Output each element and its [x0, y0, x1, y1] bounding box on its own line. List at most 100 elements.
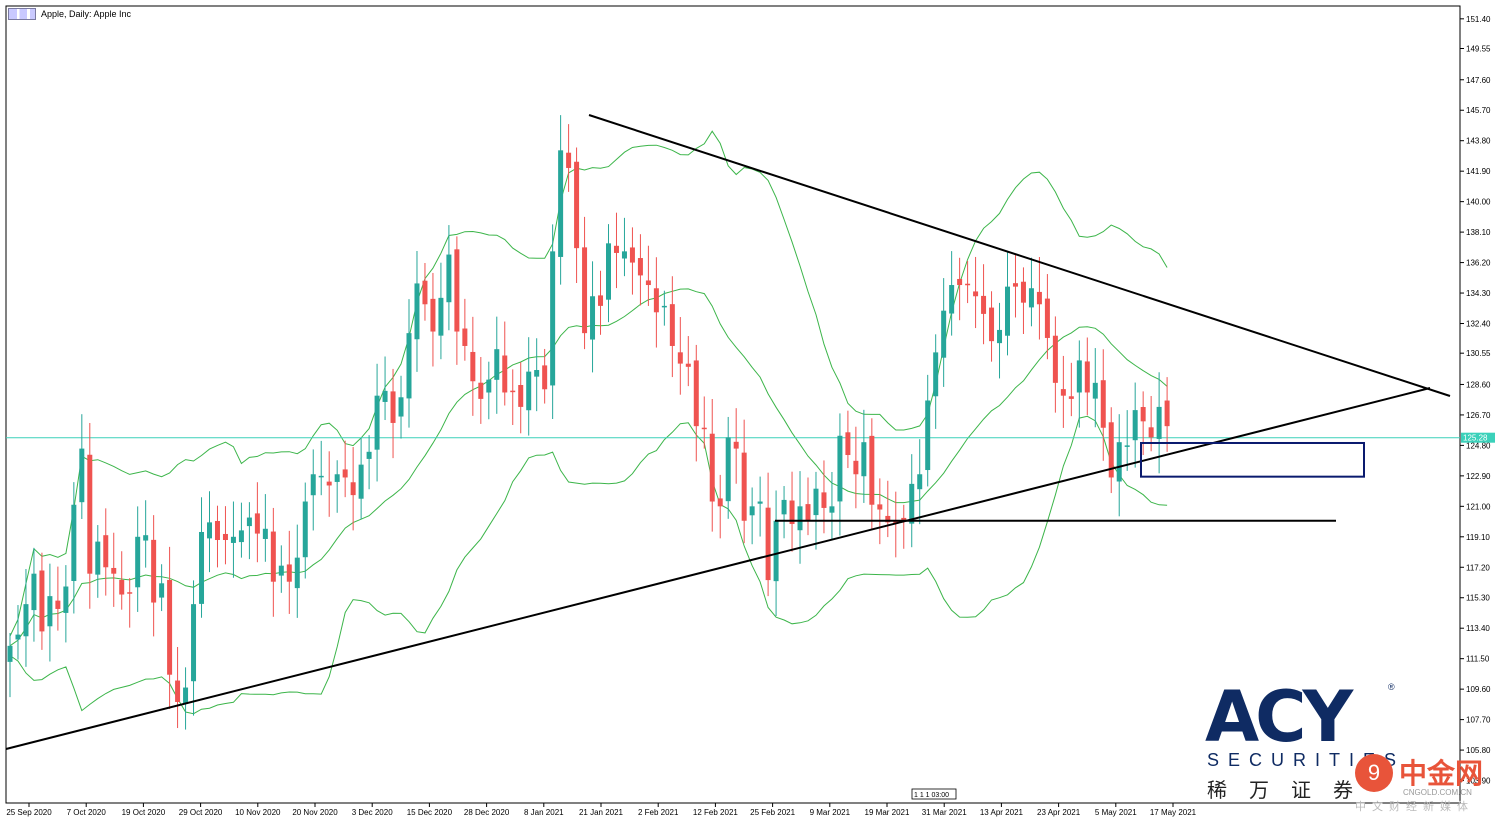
candle-body	[47, 596, 53, 627]
candle-body	[454, 249, 460, 332]
x-tick-label: 19 Mar 2021	[865, 808, 910, 817]
candle-body	[550, 251, 556, 386]
y-tick-label: 138.10	[1466, 228, 1491, 237]
candle-body	[901, 517, 907, 521]
candle-body	[254, 513, 260, 534]
y-tick-label: 151.40	[1466, 15, 1491, 24]
support-trendline	[5, 387, 1431, 750]
candle-body	[111, 567, 117, 574]
candle-body	[645, 280, 651, 286]
candle-body	[422, 280, 428, 305]
x-tick-label: 17 May 2021	[1150, 808, 1197, 817]
y-tick-label: 143.80	[1466, 137, 1491, 146]
time-marker-box	[911, 788, 957, 800]
y-tick-label: 122.90	[1466, 472, 1491, 481]
candle-body	[693, 360, 699, 427]
candle-body	[925, 400, 931, 471]
candle-body	[31, 573, 37, 611]
x-tick-label: 5 May 2021	[1095, 808, 1137, 817]
candle-body	[286, 564, 292, 582]
x-tick-label: 19 Oct 2020	[122, 808, 166, 817]
bollinger-middle-band	[9, 288, 1168, 647]
resistance-trendline	[588, 114, 1451, 397]
candle-body	[1132, 410, 1138, 441]
candle-body	[1084, 361, 1090, 393]
y-tick-label: 124.80	[1466, 441, 1491, 450]
candle-body	[246, 517, 252, 527]
candle-body	[1148, 427, 1154, 438]
candle-body	[119, 579, 125, 595]
candle-body	[669, 304, 675, 346]
candle-body	[598, 295, 604, 306]
candle-body	[1116, 442, 1122, 482]
candle-body	[183, 687, 189, 704]
candle-body	[837, 435, 843, 502]
x-tick-label: 8 Jan 2021	[524, 808, 564, 817]
candle-body	[1005, 286, 1010, 336]
candle-body	[813, 488, 819, 516]
candle-body	[558, 150, 564, 257]
x-tick-label: 25 Sep 2020	[6, 808, 52, 817]
candle-body	[941, 310, 947, 358]
candle-body	[773, 520, 779, 582]
candle-body	[741, 452, 747, 521]
candle-body	[318, 475, 324, 478]
candle-body	[701, 427, 707, 430]
candle-body	[191, 604, 197, 682]
candle-body	[103, 535, 109, 568]
candle-body	[374, 395, 380, 450]
candle-body	[709, 433, 715, 502]
x-tick-label: 15 Dec 2020	[407, 808, 453, 817]
candle-body	[997, 329, 1003, 344]
candle-body	[965, 283, 971, 286]
y-tick-label: 126.70	[1466, 411, 1491, 420]
candle-body	[486, 379, 492, 393]
time-marker: 1 1 1 03:00	[914, 792, 949, 799]
candle-body	[885, 515, 891, 523]
candle-body	[677, 352, 683, 364]
watermark-tagline: 中文财经新媒体	[1355, 801, 1474, 813]
candle-body	[262, 528, 268, 539]
candle-body	[159, 583, 165, 598]
candle-body	[518, 384, 524, 407]
candle-body	[566, 152, 572, 168]
candle-body	[534, 370, 540, 377]
candle-body	[621, 251, 627, 259]
y-tick-label: 134.30	[1466, 289, 1491, 298]
candle-body	[238, 530, 244, 543]
candle-body	[1076, 360, 1082, 393]
candle-body	[55, 600, 61, 609]
bollinger-upper-band	[9, 130, 1168, 637]
candle-body	[574, 161, 580, 249]
candle-body	[861, 442, 867, 477]
candle-body	[366, 451, 372, 459]
candle-body	[222, 533, 228, 541]
y-tick-label: 140.00	[1466, 198, 1491, 207]
candle-body	[7, 645, 13, 662]
candle-body	[1164, 400, 1170, 427]
chart-type-icon	[8, 8, 36, 20]
x-tick-label: 13 Apr 2021	[980, 808, 1024, 817]
candle-body	[1052, 335, 1058, 383]
candle-body	[789, 500, 795, 524]
y-tick-label: 117.20	[1466, 563, 1490, 572]
watermark-text: 中金网	[1399, 758, 1484, 789]
candle-body	[797, 506, 803, 531]
candle-body	[582, 247, 588, 334]
bollinger-lower-band	[9, 415, 1168, 715]
candle-body	[414, 283, 420, 340]
current-price-tag	[1461, 432, 1495, 443]
candle-body	[358, 464, 364, 499]
candle-body	[661, 305, 667, 308]
candle-body	[917, 474, 923, 490]
candle-body	[1140, 407, 1146, 422]
y-tick-label: 128.60	[1466, 380, 1491, 389]
candle-body	[853, 460, 859, 475]
candle-body	[278, 565, 284, 576]
zone-box	[1140, 441, 1365, 478]
x-tick-label: 7 Oct 2020	[67, 808, 107, 817]
candle-body	[1060, 389, 1066, 396]
x-tick-label: 21 Jan 2021	[579, 808, 624, 817]
candle-body	[1068, 396, 1074, 399]
